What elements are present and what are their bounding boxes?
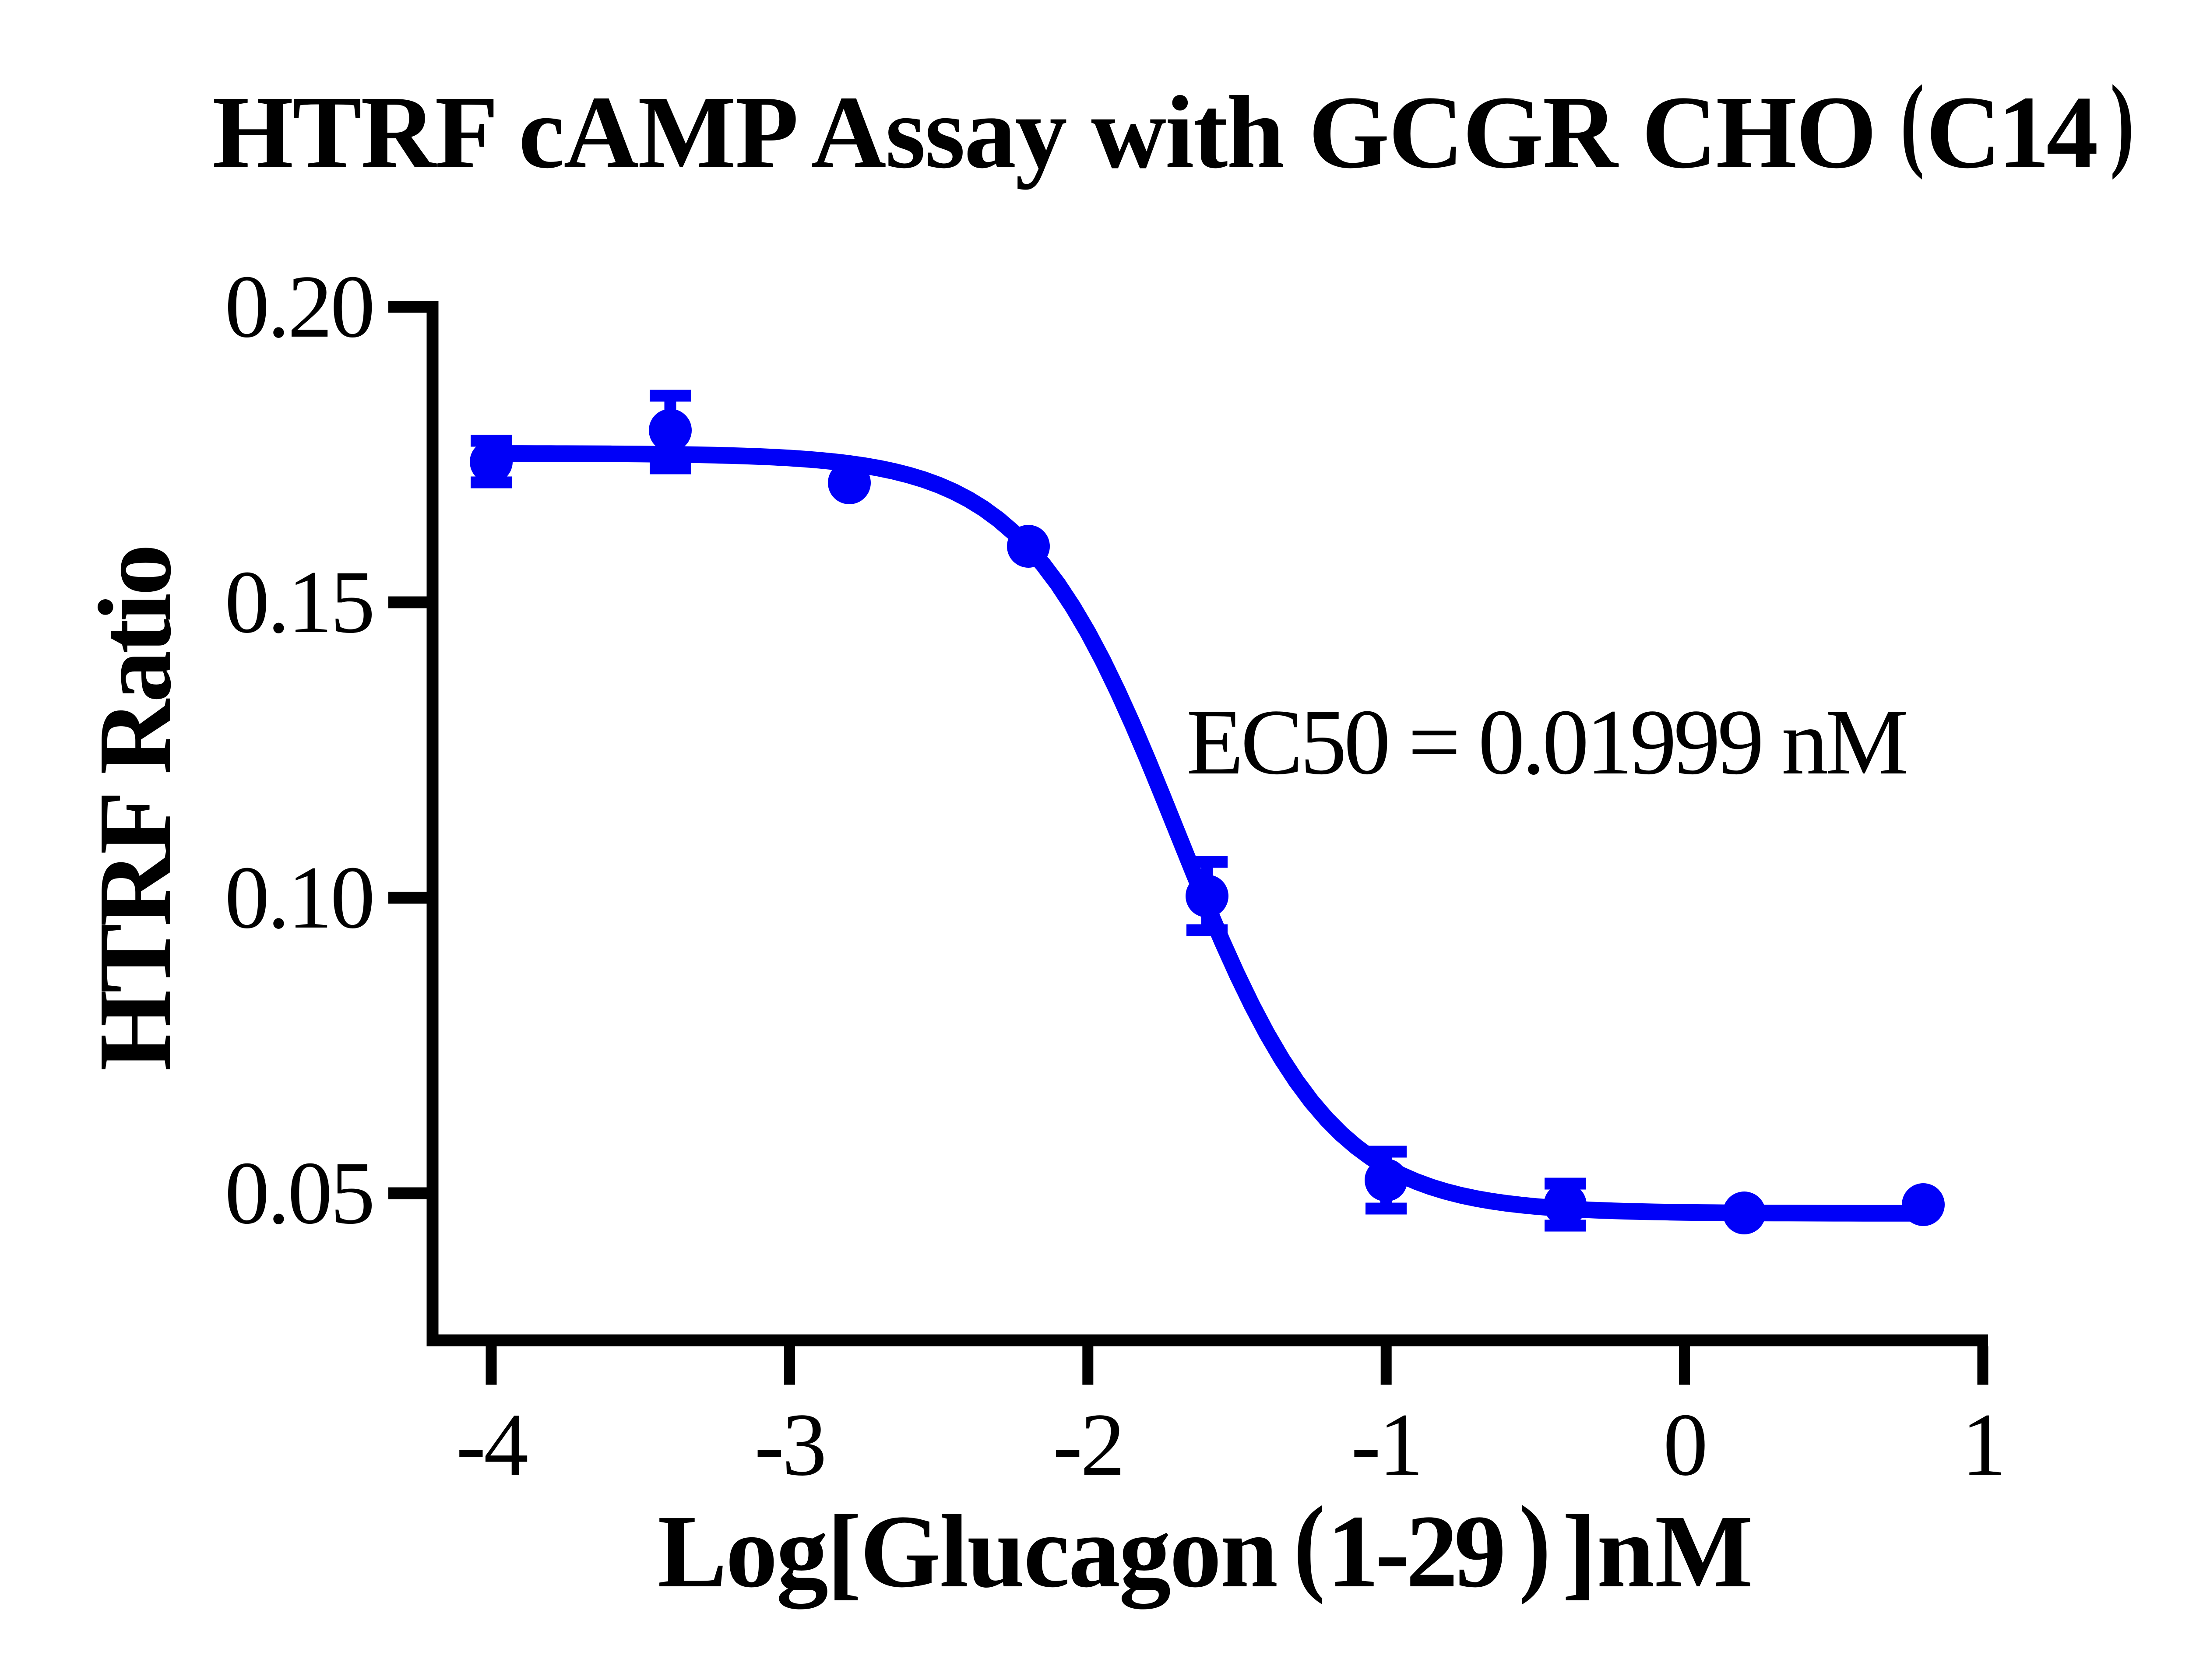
svg-text:-1: -1 bbox=[1351, 1395, 1422, 1494]
svg-text:-4: -4 bbox=[456, 1395, 528, 1494]
svg-text:-3: -3 bbox=[754, 1395, 825, 1494]
svg-text:0.10: 0.10 bbox=[225, 848, 373, 947]
svg-text:]nM: ]nM bbox=[1562, 1494, 1753, 1609]
svg-text:EC50 = 0.01999 nM: EC50 = 0.01999 nM bbox=[1186, 690, 1906, 794]
svg-text:): ) bbox=[1519, 1483, 1551, 1605]
svg-text:-2: -2 bbox=[1052, 1395, 1123, 1494]
svg-text:0.15: 0.15 bbox=[225, 552, 373, 652]
svg-text:): ) bbox=[2110, 64, 2134, 180]
svg-text:(: ( bbox=[1900, 64, 1924, 180]
svg-text:0: 0 bbox=[1663, 1395, 1706, 1494]
svg-text:0.20: 0.20 bbox=[225, 257, 373, 356]
svg-text:(: ( bbox=[1294, 1483, 1325, 1605]
svg-text:HTRF Ratio: HTRF Ratio bbox=[77, 547, 193, 1071]
svg-text:1-29: 1-29 bbox=[1327, 1494, 1503, 1609]
svg-text:1: 1 bbox=[1961, 1395, 2004, 1494]
svg-text:C14: C14 bbox=[1926, 75, 2097, 190]
svg-text:Log[Glucagon: Log[Glucagon bbox=[658, 1494, 1277, 1609]
svg-text:0.05: 0.05 bbox=[225, 1143, 373, 1243]
svg-text:HTRF cAMP Assay with GCGR CHO: HTRF cAMP Assay with GCGR CHO bbox=[212, 75, 1876, 190]
